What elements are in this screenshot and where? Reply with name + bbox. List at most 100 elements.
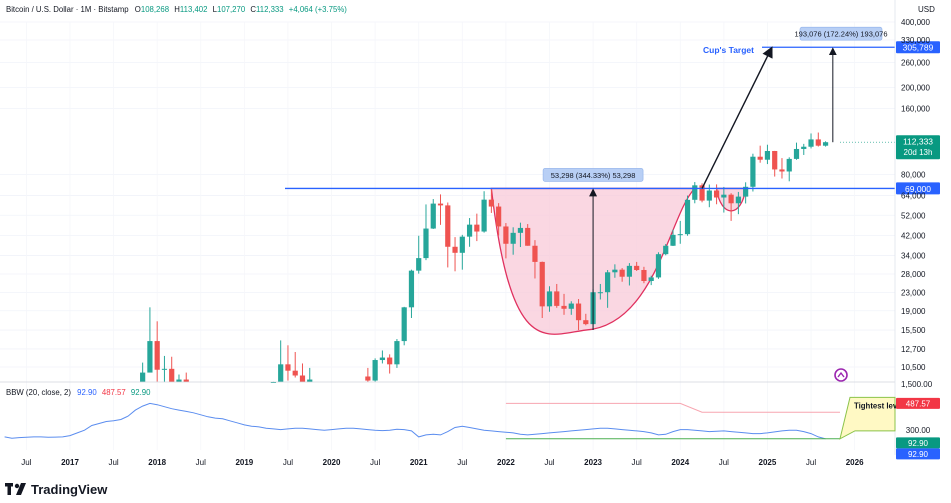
candles-layer: [140, 132, 829, 383]
resistance-badge: [896, 182, 940, 195]
price-tick-label: 64,000: [901, 192, 926, 201]
price-badge-countdown: 20d 13h: [904, 148, 933, 157]
price-tick-label: 260,000: [901, 59, 930, 68]
price-axis: 400,000 330,000 260,000 200,000 160,000 80,00…: [901, 18, 933, 389]
time-tick-label: 2026: [846, 458, 864, 467]
candle-body: [292, 370, 298, 376]
price-tick-label: 52,000: [901, 211, 926, 220]
depth-measure-box: [542, 168, 644, 182]
time-tick-label: 2018: [148, 458, 166, 467]
candle-body: [169, 368, 175, 382]
candle-body: [626, 265, 633, 277]
candle-body: [822, 142, 829, 146]
candle-body: [721, 194, 727, 198]
candle-body: [575, 303, 582, 321]
candle-body: [801, 146, 807, 149]
time-tick-label: Jul: [283, 458, 293, 467]
time-tick-label: 2023: [584, 458, 602, 467]
target-arrow: [701, 46, 773, 189]
candle-body: [612, 269, 618, 273]
price-tick-label: 23,000: [901, 289, 926, 298]
bbw-value-badge-label: 92.90: [908, 450, 929, 459]
price-badge: [896, 135, 940, 160]
candle-body: [423, 228, 429, 259]
candle-body: [176, 379, 182, 382]
candle-body: [619, 269, 625, 277]
price-tick-label: 10,500: [901, 363, 926, 372]
time-tick-label: 2022: [497, 458, 515, 467]
candle-body: [147, 341, 153, 373]
candle-body: [154, 341, 160, 370]
candle-body: [387, 357, 393, 365]
axis-unit-label: USD: [918, 5, 935, 14]
price-tick-label: 15,500: [901, 326, 926, 335]
candle-body: [401, 307, 407, 342]
time-tick-label: Jul: [196, 458, 206, 467]
time-tick-label: Jul: [457, 458, 467, 467]
candle-body: [779, 169, 785, 172]
price-tick-label: 12,700: [901, 345, 926, 354]
candle-body: [568, 303, 574, 309]
candle-body: [372, 360, 378, 381]
candle-body: [394, 341, 400, 365]
projection-measure-box: [799, 26, 883, 41]
candle-body: [539, 261, 545, 307]
candle-body: [764, 150, 771, 160]
time-tick-label: Jul: [632, 458, 642, 467]
time-tick-label: Jul: [719, 458, 729, 467]
candle-body: [757, 156, 763, 160]
candle-body: [278, 364, 284, 382]
time-tick-label: Jul: [21, 458, 31, 467]
candle-body: [517, 227, 524, 233]
time-tick-label: 2020: [323, 458, 341, 467]
price-tick-label: 1,500.00: [901, 380, 933, 389]
candle-body: [706, 190, 712, 201]
candle-body: [815, 139, 821, 146]
time-axis: Jul 2017 Jul 2018 Jul 2019 Jul 2020 Jul 2021 Jul 20…: [21, 458, 864, 467]
candle-body: [430, 203, 436, 229]
candle-body: [416, 258, 422, 271]
tightest-level-text: Tightest level ev: [854, 401, 915, 410]
price-tick-label: 400,000: [901, 18, 930, 27]
candle-body: [445, 205, 451, 247]
candle-body: [452, 246, 458, 253]
candle-body: [270, 382, 277, 383]
price-badge-value: 112,333: [903, 137, 933, 147]
candle-body: [663, 245, 669, 255]
time-tick-label: 2021: [410, 458, 428, 467]
replay-icon[interactable]: [834, 368, 848, 382]
candle-body: [554, 291, 560, 306]
bbw-tick-label: 300.00: [906, 426, 931, 435]
projection-measure-label: 193,076 (172.24%) 193,076: [795, 30, 888, 39]
resistance-badge-label: 69,000: [905, 184, 931, 194]
time-tick-label: 2017: [61, 458, 79, 467]
candle-body: [713, 190, 720, 198]
candle-body: [641, 269, 647, 282]
candle-body: [307, 379, 313, 382]
candle-body: [772, 150, 778, 170]
bbw-lower-badge: [896, 437, 940, 449]
candle-body: [692, 185, 698, 200]
time-tick-label: Jul: [108, 458, 118, 467]
candle-body: [670, 234, 676, 246]
candle-body: [546, 291, 553, 307]
candle-body: [140, 372, 146, 382]
candle-body: [583, 320, 589, 325]
candle-body: [793, 148, 800, 159]
candle-body: [488, 199, 494, 207]
target-badge: [896, 41, 940, 54]
time-tick-label: 2019: [235, 458, 253, 467]
candle-body: [481, 199, 487, 232]
price-tick-label: 42,000: [901, 232, 926, 241]
time-tick-label: Jul: [806, 458, 816, 467]
candle-body: [808, 139, 814, 147]
candle-body: [408, 270, 415, 308]
candle-body: [525, 227, 531, 246]
time-tick-label: 2025: [759, 458, 777, 467]
bbw-upper-badge-label: 487.57: [906, 399, 931, 408]
highest-expansion-line: [505, 402, 840, 413]
time-tick-label: Jul: [370, 458, 380, 467]
